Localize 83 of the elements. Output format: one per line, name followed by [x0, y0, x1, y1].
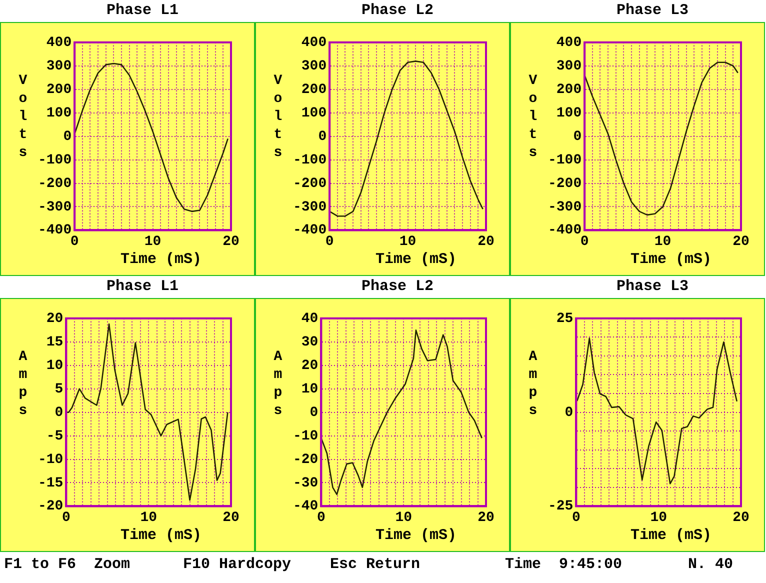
x-tick-label: 10 — [395, 510, 412, 526]
y-tick-label: -100 — [548, 152, 582, 168]
x-tick-label: 20 — [732, 234, 750, 250]
chart-title: Phase L3 — [615, 277, 690, 297]
y-tick-label: 100 — [46, 105, 72, 122]
y-tick-label: 300 — [301, 58, 327, 74]
y-tick-label: 40 — [301, 310, 318, 327]
y-axis-title: Amps — [525, 349, 541, 421]
x-tick-label: 20 — [732, 510, 750, 526]
y-tick-label: 15 — [46, 334, 64, 350]
y-tick-label: 100 — [301, 105, 327, 122]
x-tick-label: 20 — [222, 510, 240, 526]
x-tick-label: 20 — [478, 234, 494, 250]
y-tick-label: 25 — [556, 310, 574, 327]
y-tick-label: 30 — [301, 334, 318, 350]
y-tick-label: 0 — [573, 128, 582, 145]
y-tick-label: 0 — [310, 404, 318, 421]
y-tick-label: -200 — [38, 176, 72, 192]
x-axis-title: Time (mS) — [629, 251, 712, 268]
y-tick-label: 300 — [556, 58, 582, 74]
y-tick-label: -10 — [292, 428, 318, 444]
text: Time 9:45:00 — [505, 556, 622, 573]
y-tick-label: 10 — [301, 381, 318, 398]
chart-title: Phase L1 — [105, 277, 180, 297]
y-tick-label: -200 — [548, 176, 582, 192]
y-tick-label: 5 — [54, 381, 64, 398]
text: F1 to F6 Zoom — [4, 556, 130, 573]
y-tick-label: -5 — [46, 428, 64, 444]
y-tick-label: -400 — [548, 222, 582, 239]
y-tick-label: -20 — [292, 452, 318, 468]
x-axis-title: Time (mS) — [119, 527, 202, 544]
chart-title: Phase L3 — [615, 1, 690, 21]
y-tick-label: 0 — [54, 404, 64, 421]
chart-title: Phase L2 — [360, 277, 434, 297]
y-tick-label: 100 — [556, 105, 582, 122]
y-tick-label: -300 — [38, 199, 72, 216]
y-axis-title: Amps — [15, 349, 31, 421]
y-tick-label: 200 — [301, 82, 327, 98]
x-tick-label: 10 — [144, 234, 162, 250]
chart-title: Phase L2 — [360, 1, 434, 21]
x-tick-label: 20 — [222, 234, 240, 250]
y-axis-title: Volts — [270, 73, 286, 163]
y-tick-label: -300 — [292, 199, 327, 216]
y-tick-label: -100 — [38, 152, 72, 168]
y-tick-label: -25 — [548, 498, 574, 515]
y-tick-label: 0 — [63, 128, 72, 145]
x-axis-title: Time (mS) — [629, 527, 712, 544]
y-tick-label: 0 — [564, 404, 574, 421]
y-tick-label: 400 — [301, 34, 327, 51]
y-tick-label: -20 — [38, 498, 64, 515]
y-tick-label: 20 — [301, 358, 318, 374]
x-axis-title: Time (mS) — [119, 251, 202, 268]
x-axis-title: Time (mS) — [374, 251, 458, 268]
y-tick-label: -300 — [548, 199, 582, 216]
y-tick-label: 200 — [556, 82, 582, 98]
y-tick-label: -10 — [38, 452, 64, 468]
y-tick-label: 300 — [46, 58, 72, 74]
y-axis-title: Amps — [270, 349, 286, 421]
y-tick-label: -15 — [38, 475, 64, 492]
chart-title: Phase L1 — [105, 1, 180, 21]
y-tick-label: -100 — [292, 152, 327, 168]
y-tick-label: -400 — [292, 222, 327, 239]
text: N. 40 — [688, 556, 734, 573]
text: F10 Hardcopy — [183, 556, 292, 573]
y-tick-label: 20 — [46, 310, 64, 327]
y-tick-label: -400 — [38, 222, 72, 239]
y-tick-label: 10 — [46, 358, 64, 374]
y-axis-title: Volts — [15, 73, 31, 163]
y-tick-label: 200 — [46, 82, 72, 98]
y-tick-label: -40 — [292, 498, 318, 515]
y-axis-title: Volts — [525, 73, 541, 163]
x-tick-label: 10 — [650, 510, 668, 526]
x-tick-label: 10 — [399, 234, 416, 250]
text: Esc Return — [330, 556, 420, 573]
x-tick-label: 10 — [654, 234, 672, 250]
y-tick-label: 400 — [556, 34, 582, 51]
y-tick-label: 400 — [46, 34, 72, 51]
y-tick-label: -200 — [292, 176, 327, 192]
x-axis-title: Time (mS) — [374, 527, 458, 544]
y-tick-label: 0 — [318, 128, 327, 145]
x-tick-label: 20 — [478, 510, 494, 526]
x-tick-label: 10 — [140, 510, 158, 526]
y-tick-label: -30 — [292, 475, 318, 492]
